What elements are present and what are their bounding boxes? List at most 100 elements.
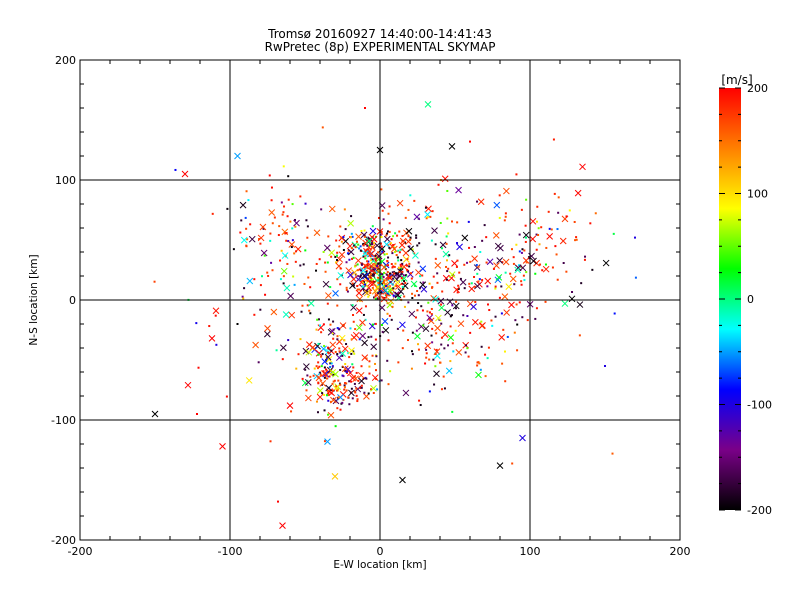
data-point-dot-1118: [511, 462, 514, 465]
data-point-cross-386: [373, 291, 381, 299]
data-point-dot-72: [345, 261, 348, 264]
data-point-dot-131: [363, 229, 366, 232]
data-point-dot-174: [327, 235, 330, 238]
data-point-dot-553: [295, 367, 298, 370]
data-point-dot-236: [406, 258, 409, 261]
data-point-dot-977: [565, 215, 568, 218]
data-point-cross-1101: [492, 232, 500, 239]
data-point-dot-603: [326, 394, 329, 397]
data-point-dot-181: [350, 247, 353, 250]
data-point-dot-673: [345, 382, 348, 385]
data-point-dot-510: [346, 290, 349, 293]
data-point-dot-731: [474, 285, 477, 288]
data-point-dot-468: [336, 335, 339, 338]
data-point-dot-207: [394, 262, 397, 265]
data-point-cross-60: [360, 231, 368, 239]
data-point-dot-239: [339, 283, 342, 286]
data-point-dot-1021: [467, 355, 470, 358]
data-point-dot-515: [336, 407, 339, 410]
data-point-dot-193: [372, 246, 375, 249]
data-point-cross-1173: [412, 252, 419, 259]
data-point-cross-1187: [354, 257, 362, 264]
data-point-cross-478: [352, 331, 360, 339]
data-point-cross-145: [350, 275, 358, 283]
data-point-dot-564: [327, 346, 330, 349]
data-point-dot-1152: [555, 253, 558, 256]
data-point-dot-1124: [304, 249, 307, 252]
data-point-dot-1229: [490, 319, 493, 322]
data-point-dot-1092: [454, 307, 457, 310]
data-point-dot-1106: [446, 217, 449, 220]
data-point-dot-538: [350, 352, 353, 355]
data-point-cross-1144: [426, 314, 434, 322]
data-point-dot-576: [355, 371, 358, 374]
data-point-dot-10: [380, 245, 383, 248]
data-point-dot-618: [326, 413, 329, 416]
data-point-dot-955: [568, 209, 571, 212]
data-point-dot-530: [309, 312, 312, 315]
data-point-dot-1047: [351, 304, 354, 307]
data-point-dot-606: [360, 386, 363, 389]
data-point-dot-288: [365, 270, 368, 273]
data-point-dot-1148: [282, 165, 285, 168]
data-point-cross-1204: [380, 263, 388, 271]
data-point-dot-1218: [430, 307, 433, 310]
data-point-dot-224: [390, 238, 393, 241]
x-tick-label: 100: [520, 545, 541, 558]
data-point-dot-91: [369, 268, 372, 271]
data-point-dot-817: [401, 285, 404, 288]
data-point-dot-755: [466, 261, 469, 264]
data-point-dot-506: [389, 370, 392, 373]
data-point-dot-724: [534, 272, 537, 275]
data-point-dot-700: [515, 243, 518, 246]
data-point-dot-408: [356, 269, 359, 272]
data-point-dot-554: [337, 327, 340, 330]
data-point-dot-681: [413, 199, 416, 202]
data-point-dot-211: [342, 236, 345, 239]
data-point-dot-462: [336, 327, 339, 330]
data-point-dot-682: [381, 273, 384, 276]
data-point-dot-1129: [322, 250, 325, 253]
data-point-dot-1189: [552, 138, 555, 141]
data-point-dot-737: [500, 285, 503, 288]
data-point-dot-1260: [604, 365, 606, 367]
data-point-dot-1058: [447, 344, 450, 347]
data-point-dot-750: [504, 212, 507, 215]
data-point-dot-479: [347, 352, 350, 355]
data-point-dot-1201: [239, 231, 242, 234]
data-point-cross-1139: [294, 245, 302, 253]
data-point-dot-734: [477, 280, 480, 283]
data-point-cross-187: [323, 244, 331, 252]
data-point-dot-937: [243, 287, 246, 290]
data-point-cross-1110: [325, 384, 333, 392]
data-point-dot-976: [536, 205, 539, 208]
data-point-dot-504: [343, 384, 346, 387]
data-point-dot-45: [386, 232, 389, 235]
data-point-dot-305: [356, 288, 359, 291]
data-point-dot-120: [358, 247, 361, 250]
data-point-dot-813: [521, 316, 524, 319]
data-point-cross-366: [370, 262, 378, 269]
data-point-dot-519: [312, 374, 315, 377]
data-point-cross-1206: [413, 213, 421, 221]
data-point-dot-402: [345, 288, 348, 291]
data-point-dot-158: [362, 255, 365, 258]
data-point-dot-242: [335, 254, 338, 257]
data-point-dot-397: [348, 258, 351, 261]
data-point-dot-1043: [396, 327, 399, 330]
data-point-dot-434: [281, 358, 284, 361]
data-point-dot-503: [315, 328, 318, 331]
data-point-cross-480: [324, 353, 332, 361]
data-point-dot-375: [382, 292, 385, 295]
data-point-cross-461: [315, 349, 323, 357]
data-point-dot-452: [322, 323, 325, 326]
data-point-cross-1161: [380, 295, 388, 303]
data-point-dot-1158: [451, 410, 454, 413]
data-point-dot-1056: [502, 328, 505, 331]
data-point-dot-1178: [419, 404, 422, 407]
data-point-dot-801: [434, 257, 437, 260]
data-point-dot-205: [372, 241, 375, 244]
data-point-dot-1205: [462, 314, 465, 317]
data-point-dot-872: [245, 190, 248, 193]
data-point-dot-659: [327, 392, 330, 395]
